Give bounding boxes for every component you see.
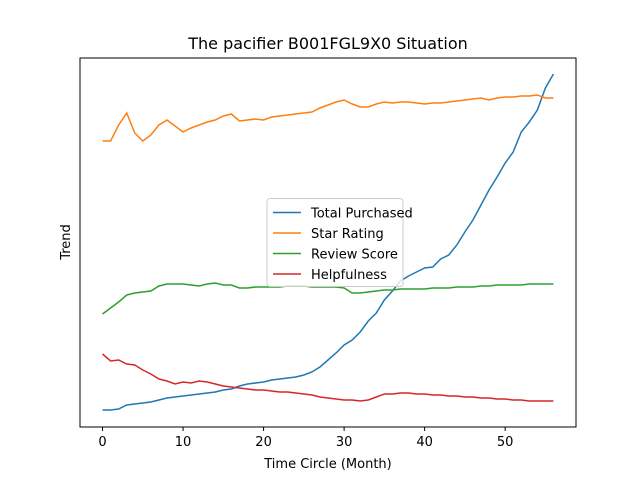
line — [102, 94, 554, 142]
x-axis-label: Time Circle (Month) — [263, 457, 391, 472]
x-tick-label: 10 — [175, 435, 192, 450]
legend-label: Total Purchased — [310, 207, 413, 222]
plot-area — [79, 57, 577, 428]
x-tick-label: 40 — [416, 435, 433, 450]
legend-label: Review Score — [311, 248, 398, 263]
chart-title: The pacifier B001FGL9X0 Situation — [187, 34, 468, 53]
x-tick-label: 0 — [98, 435, 106, 450]
line — [102, 353, 554, 402]
x-tick-label: 30 — [336, 435, 353, 450]
x-tick-label: 20 — [255, 435, 272, 450]
y-axis-label: Trend — [59, 224, 74, 261]
line — [102, 73, 555, 411]
legend-box — [266, 198, 404, 287]
line — [102, 282, 554, 315]
legend-label: Helpfulness — [311, 268, 387, 283]
x-tick-label: 50 — [497, 435, 514, 450]
legend-label: Star Rating — [311, 227, 384, 242]
